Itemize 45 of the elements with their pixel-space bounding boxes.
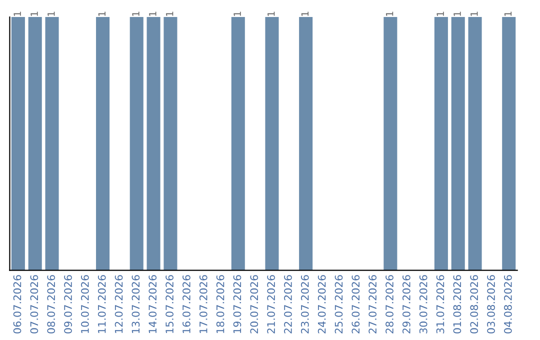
x-tick-label: 12.07.2026 — [114, 275, 123, 333]
x-tick-label: 09.07.2026 — [64, 275, 72, 334]
data-label: 1 — [436, 12, 444, 16]
x-tick-label: 27.07.2026 — [368, 275, 377, 334]
data-label: 1 — [149, 12, 156, 16]
x-tick-label: 14.07.2026 — [148, 275, 157, 333]
x-tick-label: 07.07.2026 — [30, 275, 38, 334]
x-tick-label: 20.07.2026 — [250, 275, 258, 334]
x-tick-label: 06.07.2026 — [13, 275, 22, 334]
x-tick-label: 30.07.2026 — [419, 275, 428, 334]
x-tick-label: 29.07.2026 — [402, 275, 410, 334]
x-tick-label: 15.07.2026 — [166, 275, 174, 333]
data-label: 1 — [14, 12, 21, 16]
data-label: 1 — [454, 12, 461, 16]
x-tick-label: 22.07.2026 — [284, 275, 292, 334]
x-tick-label: 10.07.2026 — [81, 275, 89, 333]
x-tick-label: 18.07.2026 — [216, 275, 224, 333]
data-label: 1 — [504, 12, 512, 16]
x-tick-label: 01.08.2026 — [453, 275, 462, 334]
x-tick-label: 02.08.2026 — [470, 275, 478, 334]
x-tick-label: 23.07.2026 — [300, 275, 309, 334]
data-label: 1 — [166, 12, 174, 16]
x-tick-label: 03.08.2026 — [487, 275, 495, 334]
x-tick-label: 31.07.2026 — [436, 275, 444, 334]
data-label: 1 — [301, 12, 309, 16]
x-tick-label: 13.07.2026 — [132, 275, 140, 333]
x-tick-label: 19.07.2026 — [233, 275, 242, 333]
data-label: 1 — [470, 12, 478, 16]
x-tick-label: 04.08.2026 — [504, 275, 512, 334]
data-label: 1 — [30, 12, 38, 16]
data-label: 1 — [132, 12, 140, 16]
data-label: 1 — [98, 12, 106, 16]
data-label: 1 — [268, 12, 275, 16]
x-tick-label: 16.07.2026 — [182, 275, 190, 333]
x-tick-label: 28.07.2026 — [386, 275, 394, 334]
x-tick-label: 11.07.2026 — [98, 275, 106, 333]
x-tick-label: 24.07.2026 — [318, 275, 326, 334]
x-tick-label: 17.07.2026 — [199, 275, 208, 333]
data-label: 1 — [234, 12, 241, 16]
x-tick-label: 25.07.2026 — [334, 275, 343, 334]
data-label: 1 — [386, 12, 394, 16]
data-label: 1 — [48, 12, 55, 16]
x-tick-label: 26.07.2026 — [352, 275, 360, 334]
x-tick-label: 21.07.2026 — [267, 275, 275, 334]
x-tick-label: 08.07.2026 — [47, 275, 56, 334]
